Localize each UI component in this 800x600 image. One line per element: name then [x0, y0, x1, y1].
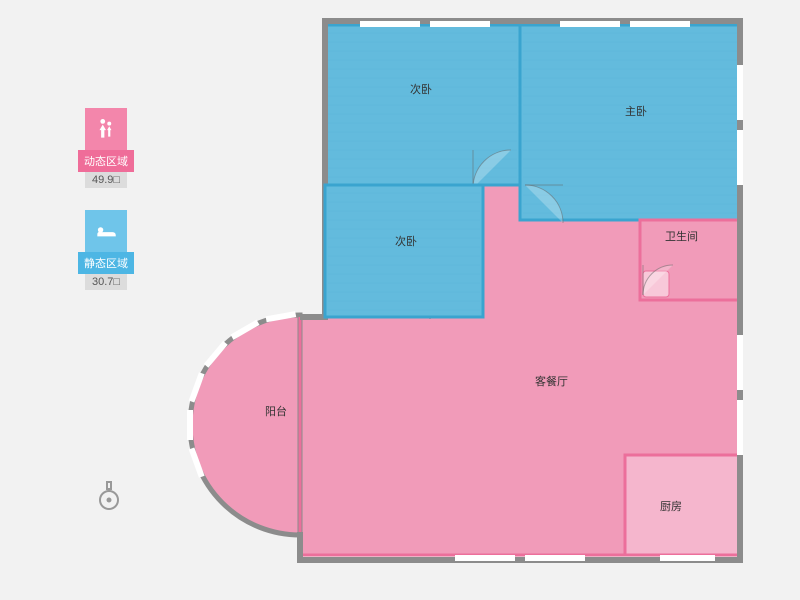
- room-balcony: [190, 315, 300, 535]
- window: [737, 400, 743, 455]
- window: [660, 555, 715, 561]
- sleep-icon: [85, 210, 127, 252]
- room-label-balcony: 阳台: [265, 404, 287, 418]
- compass-icon: [95, 480, 123, 517]
- legend-static-label: 静态区域: [78, 252, 134, 274]
- legend-dynamic: 动态区域 49.9□: [78, 108, 134, 188]
- room-label-master: 主卧: [625, 105, 647, 118]
- legend-static-value: 30.7□: [85, 274, 127, 290]
- legend-dynamic-label: 动态区域: [78, 150, 134, 172]
- room-label-bedroom2a: 次卧: [410, 82, 432, 96]
- window: [560, 21, 620, 27]
- room-label-bath: 卫生间: [665, 229, 698, 243]
- room-master: [520, 25, 740, 220]
- window: [737, 335, 743, 390]
- window: [430, 21, 490, 27]
- window: [455, 555, 515, 561]
- window: [737, 65, 743, 120]
- legend-static: 静态区域 30.7□: [78, 210, 134, 290]
- floor-plan: 次卧主卧次卧卫生间厨房客餐厅阳台: [205, 15, 765, 575]
- people-icon: [85, 108, 127, 150]
- window: [360, 21, 420, 27]
- legend-dynamic-value: 49.9□: [85, 172, 127, 188]
- window: [630, 21, 690, 27]
- legend: 动态区域 49.9□ 静态区域 30.7□: [78, 108, 134, 312]
- room-label-kitchen: 厨房: [660, 500, 682, 513]
- window: [737, 130, 743, 185]
- room-label-bedroom2b: 次卧: [395, 234, 417, 248]
- room-label-living: 客餐厅: [535, 374, 568, 388]
- window: [525, 555, 585, 561]
